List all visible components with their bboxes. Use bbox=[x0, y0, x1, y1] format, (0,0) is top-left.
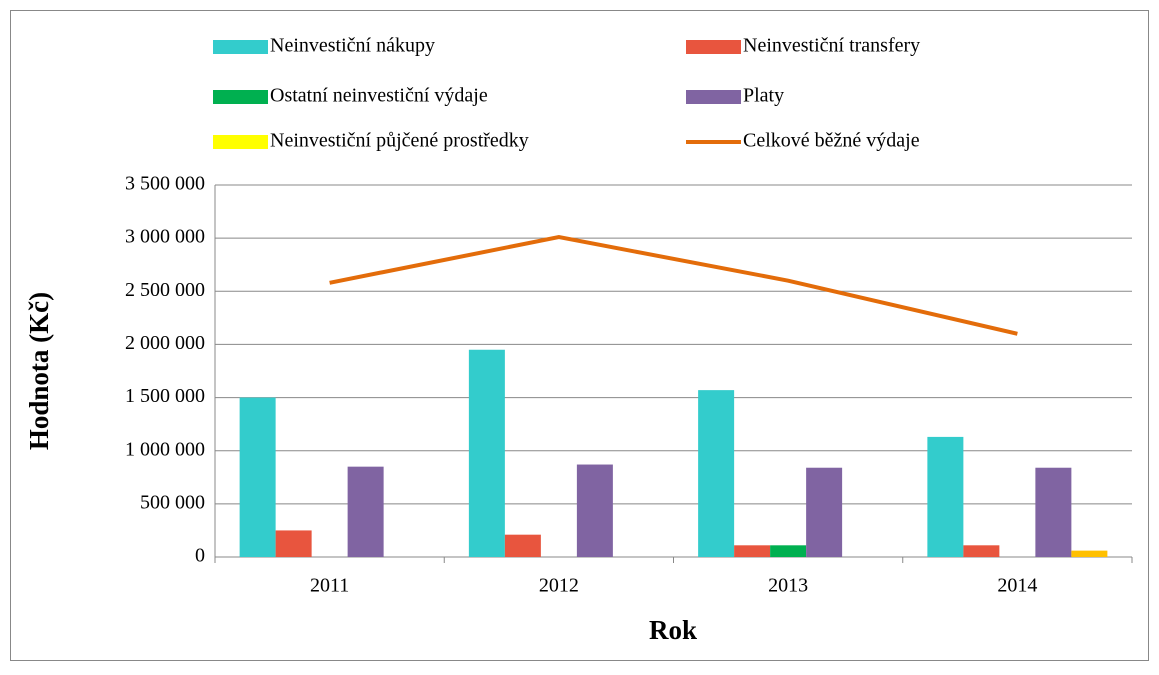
y-tick-label: 1 500 000 bbox=[125, 385, 205, 407]
line-series bbox=[329, 235, 1018, 336]
legend-label: Ostatní neinvestiční výdaje bbox=[270, 85, 488, 107]
legend-label: Neinvestiční transfery bbox=[743, 35, 920, 57]
legend-label: Neinvestiční nákupy bbox=[270, 35, 435, 57]
bar bbox=[347, 466, 384, 557]
x-axis-title: Rok bbox=[649, 615, 697, 645]
bar bbox=[734, 545, 771, 557]
x-tick-label: 2012 bbox=[539, 575, 579, 597]
legend-label: Neinvestiční půjčené prostředky bbox=[270, 130, 529, 152]
y-tick-label: 0 bbox=[195, 545, 205, 567]
legend-swatch bbox=[213, 40, 268, 54]
y-tick-label: 500 000 bbox=[140, 491, 205, 513]
bar bbox=[770, 545, 807, 557]
legend-swatch bbox=[686, 40, 741, 54]
bar bbox=[576, 464, 613, 557]
bar bbox=[239, 397, 276, 557]
legend-label: Celkové běžné výdaje bbox=[743, 130, 920, 152]
bar bbox=[806, 467, 843, 557]
y-tick-label: 3 500 000 bbox=[125, 173, 205, 195]
y-tick-label: 3 000 000 bbox=[125, 226, 205, 248]
x-tick-label: 2014 bbox=[997, 575, 1037, 597]
y-tick-label: 2 000 000 bbox=[125, 332, 205, 354]
x-tick-label: 2013 bbox=[768, 575, 808, 597]
bar bbox=[468, 349, 505, 557]
legend-swatch bbox=[686, 90, 741, 104]
bar bbox=[698, 390, 735, 557]
legend-swatch bbox=[213, 135, 268, 149]
y-tick-label: 2 500 000 bbox=[125, 279, 205, 301]
bar bbox=[504, 534, 541, 557]
legend-label: Platy bbox=[743, 85, 784, 107]
legend-swatch bbox=[213, 90, 268, 104]
bar bbox=[963, 545, 1000, 557]
y-axis-title: Hodnota (Kč) bbox=[24, 292, 54, 450]
bar bbox=[1071, 550, 1108, 557]
bar bbox=[275, 530, 312, 557]
x-tick-label: 2011 bbox=[310, 575, 349, 597]
bar bbox=[927, 436, 964, 557]
bar bbox=[1035, 467, 1072, 557]
y-tick-label: 1 000 000 bbox=[125, 438, 205, 460]
